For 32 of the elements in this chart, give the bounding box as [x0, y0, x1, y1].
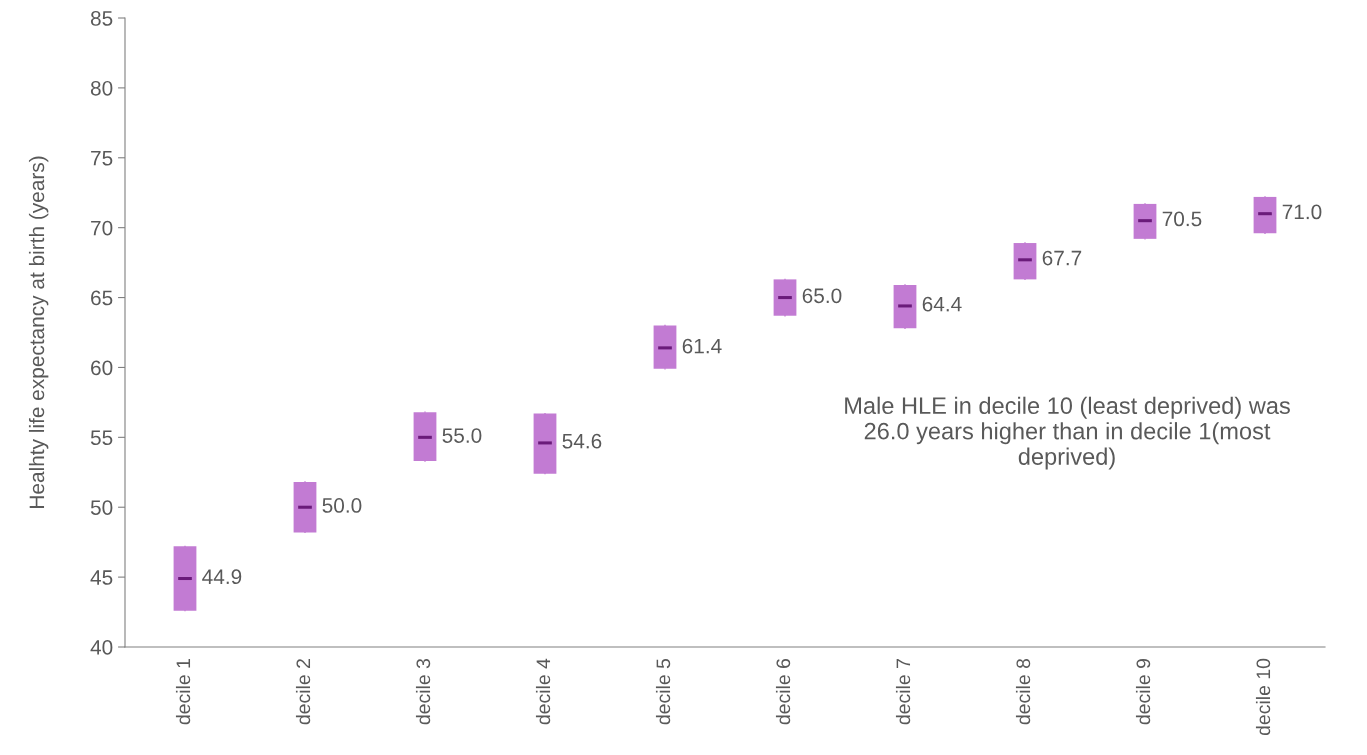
y-tick-label: 45 [90, 570, 113, 585]
y-tick-label: 70 [91, 220, 113, 236]
x-tick-label: decile 2 [295, 659, 311, 725]
x-tick-label: decile 5 [655, 658, 671, 725]
x-tick-label: decile 1 [175, 659, 191, 725]
x-tick-label: decile 10 [1255, 658, 1271, 736]
annotation: 54.6 [562, 433, 602, 449]
x-tick-label: decile 8 [1015, 658, 1031, 725]
annotation: 44.9 [202, 569, 242, 585]
annotation: Male HLE in decile 10 (least deprived) was 26.0 years higher than in decile 1(most deprived) [845, 396, 1290, 470]
x-tick-label: decile 6 [775, 658, 791, 725]
y-tick-label: 80 [90, 80, 113, 96]
y-tick-label: 75 [91, 150, 113, 166]
y-tick-label: 60 [91, 360, 113, 376]
y-tick-label: 65 [91, 290, 113, 306]
x-tick-label: decile 4 [535, 658, 551, 725]
y-tick-label: 50 [90, 500, 113, 515]
x-tick-label: decile 7 [895, 659, 911, 725]
annotation: 55.0 [442, 428, 482, 443]
annotation: 67.7 [1042, 250, 1082, 266]
x-tick-label: decile 3 [415, 658, 431, 725]
y-tick-label: 85 [90, 11, 113, 26]
annotation: 71.0 [1282, 204, 1322, 220]
annotation: 61.4 [682, 338, 722, 354]
annotation: 70.5 [1162, 211, 1202, 227]
annotation: 64.4 [922, 296, 962, 312]
y-tick-label: 55 [90, 430, 113, 446]
annotation: 65.0 [802, 288, 842, 304]
y-axis-title: Healhty life expectancy at birth (years) [28, 156, 49, 508]
x-tick-label: decile 9 [1135, 659, 1151, 725]
y-tick-label: 40 [90, 640, 113, 655]
annotation: 50.0 [322, 498, 362, 513]
